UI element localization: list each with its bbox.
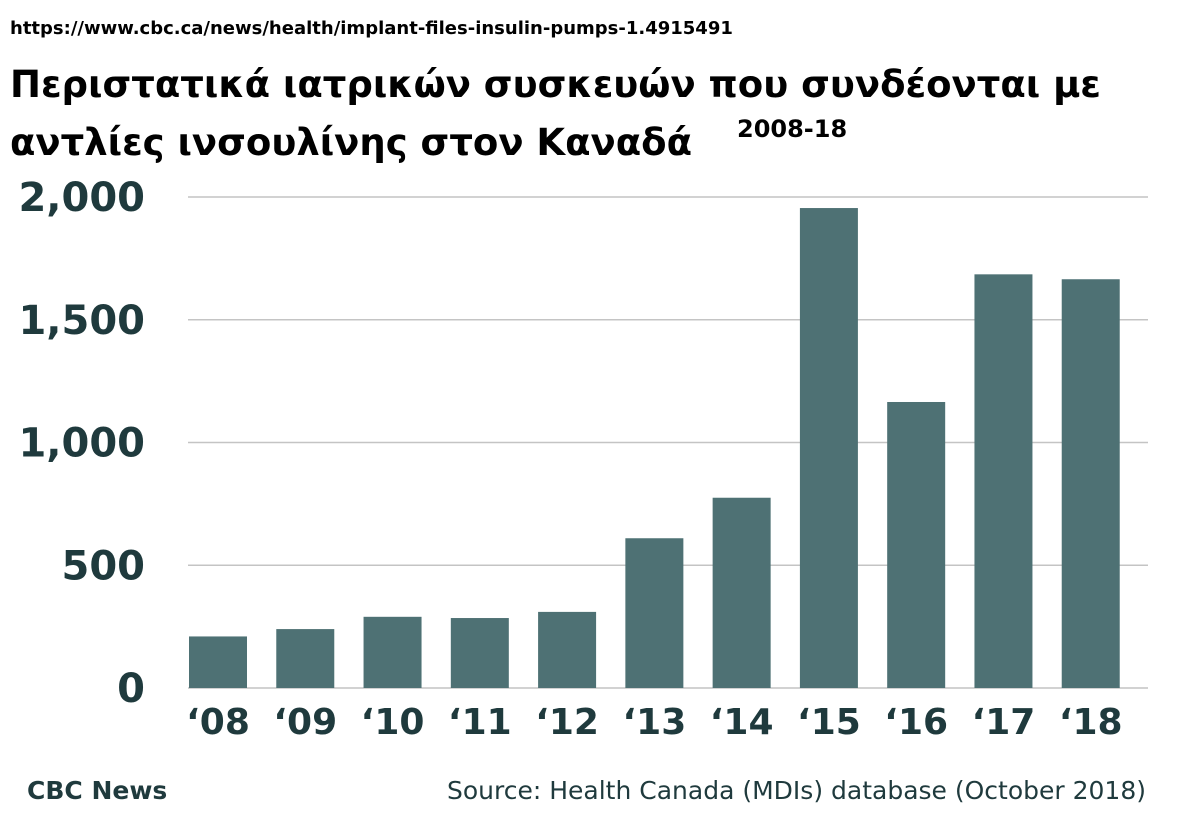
source-note: Source: Health Canada (MDIs) database (O… <box>447 776 1146 805</box>
x-tick-label: ‘13 <box>622 702 686 743</box>
x-tick-label: ‘10 <box>361 702 425 743</box>
bar <box>1061 279 1120 688</box>
y-tick-label: 2,000 <box>18 175 145 221</box>
bar <box>974 274 1033 688</box>
x-tick-label: ‘18 <box>1059 702 1123 743</box>
x-tick-label: ‘15 <box>797 702 861 743</box>
y-tick-label: 1,500 <box>18 298 145 344</box>
bar <box>189 636 247 688</box>
x-tick-label: ‘14 <box>710 702 774 743</box>
bar <box>450 618 509 688</box>
chart-title: Περιστατικά ιατρικών συσκευών που συνδέο… <box>10 63 1101 164</box>
bar <box>363 616 422 688</box>
x-tick-label: ‘08 <box>186 702 250 743</box>
brand-label: CBC News <box>27 776 168 805</box>
x-tick-label: ‘16 <box>884 702 948 743</box>
x-tick-label: ‘11 <box>448 702 512 743</box>
y-tick-label: 1,000 <box>18 421 145 467</box>
y-tick-label: 500 <box>62 543 146 589</box>
bar <box>625 538 684 688</box>
x-tick-label: ‘12 <box>535 702 599 743</box>
bar <box>799 208 858 689</box>
chart-subtitle: 2008-18 <box>737 115 848 143</box>
bar <box>538 611 597 688</box>
bar <box>712 497 771 688</box>
source-url: https://www.cbc.ca/news/health/implant-f… <box>10 18 733 39</box>
bar <box>887 401 946 688</box>
x-tick-label: ‘17 <box>972 702 1036 743</box>
bar <box>276 629 335 688</box>
y-tick-label: 0 <box>117 666 145 712</box>
x-tick-label: ‘09 <box>273 702 337 743</box>
